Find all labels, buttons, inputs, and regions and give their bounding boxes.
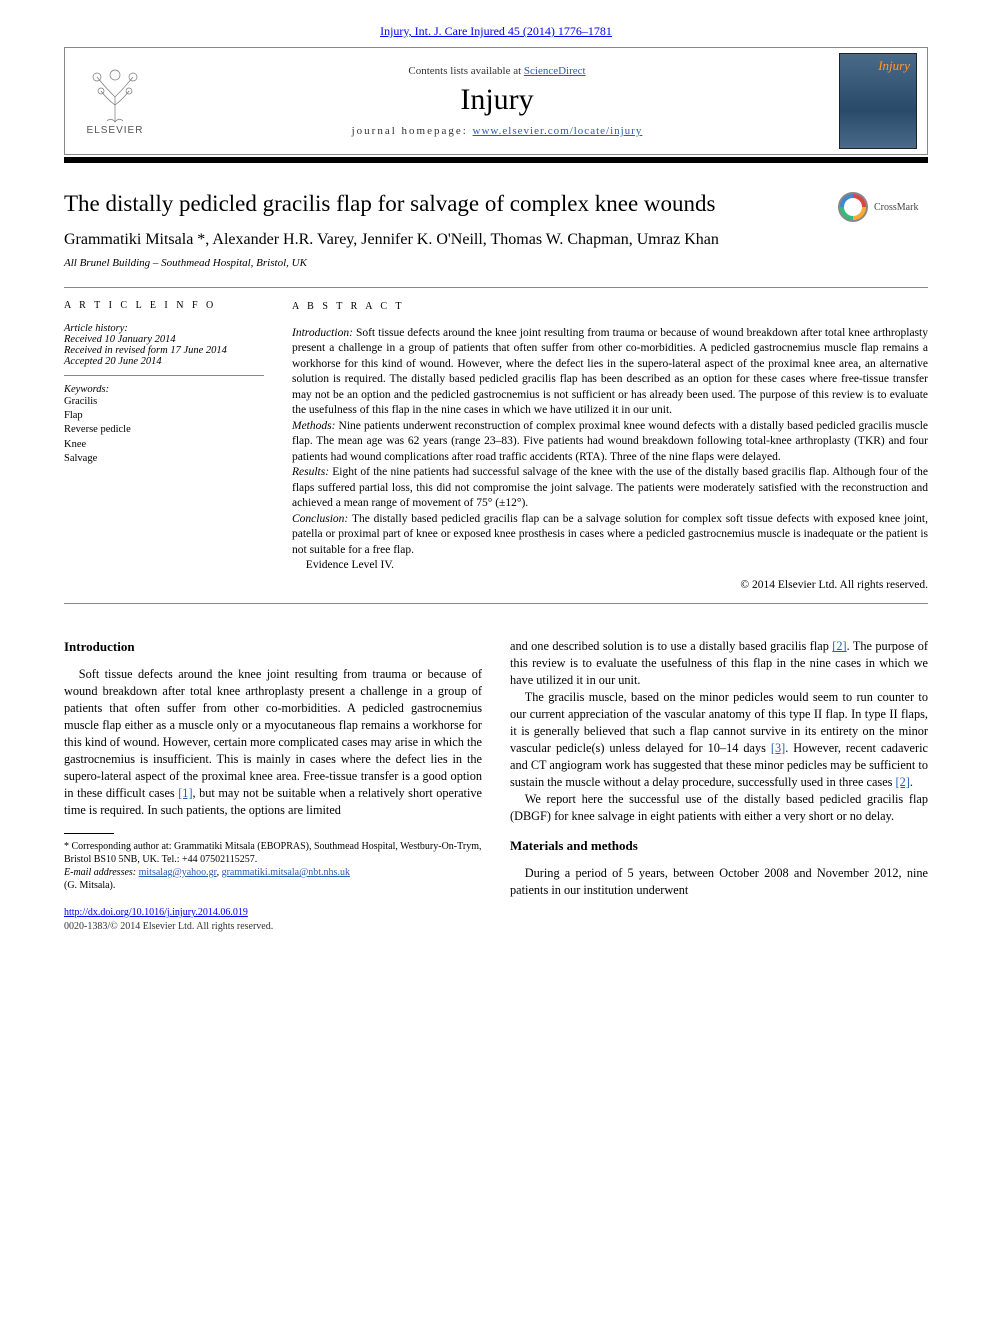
heading-introduction: Introduction [64, 638, 482, 656]
abstract-methods-label: Methods: [292, 420, 339, 432]
article-history: Article history: Received 10 January 201… [64, 323, 264, 376]
header-black-bar [64, 157, 928, 163]
article-info-heading: A R T I C L E I N F O [64, 300, 264, 311]
body-col-right: and one described solution is to use a d… [510, 638, 928, 933]
page: Injury, Int. J. Care Injured 45 (2014) 1… [0, 0, 992, 974]
footnote-email-1[interactable]: mitsalag@yahoo.gr [139, 867, 217, 878]
homepage-prefix: journal homepage: [352, 125, 473, 137]
keyword: Salvage [64, 452, 264, 466]
rule-top [64, 287, 928, 288]
keyword: Gracilis [64, 395, 264, 409]
footnote-email-2[interactable]: grammatiki.mitsala@nbt.nhs.uk [222, 867, 350, 878]
journal-header-box: ELSEVIER Contents lists available at Sci… [64, 47, 928, 155]
abstract-evidence: Evidence Level IV. [292, 558, 928, 574]
body-columns: Introduction Soft tissue defects around … [64, 638, 928, 933]
abstract-conclusion-text: The distally based pedicled gracilis fla… [292, 513, 928, 556]
body-col-left: Introduction Soft tissue defects around … [64, 638, 482, 933]
corresponding-author-footnote: * Corresponding author at: Grammatiki Mi… [64, 840, 482, 892]
journal-cover-thumb: Injury [839, 53, 917, 149]
contents-line: Contents lists available at ScienceDirec… [155, 65, 839, 77]
abstract-results-label: Results: [292, 466, 332, 478]
footnote-email-label: E-mail addresses: [64, 867, 139, 878]
heading-materials-methods: Materials and methods [510, 837, 928, 855]
elsevier-label: ELSEVIER [87, 125, 144, 136]
abstract-intro-label: Introduction: [292, 327, 356, 339]
abstract-methods: Methods: Nine patients underwent reconst… [292, 419, 928, 466]
abstract-col: A B S T R A C T Introduction: Soft tissu… [292, 300, 928, 593]
homepage-line: journal homepage: www.elsevier.com/locat… [155, 125, 839, 137]
col2-p2-c: . [910, 775, 913, 789]
col2-p2: The gracilis muscle, based on the minor … [510, 689, 928, 791]
crossmark-icon [838, 192, 868, 222]
col2-p4: During a period of 5 years, between Octo… [510, 865, 928, 899]
issn-copyright: 0020-1383/© 2014 Elsevier Ltd. All right… [64, 920, 482, 934]
rule-bottom [64, 603, 928, 604]
cover-title: Injury [878, 58, 910, 73]
crossmark-badge[interactable]: CrossMark [838, 191, 928, 223]
history-accepted: Accepted 20 June 2014 [64, 356, 264, 367]
col2-p1-a: and one described solution is to use a d… [510, 639, 832, 653]
keyword: Knee [64, 438, 264, 452]
abstract-results-text: Eight of the nine patients had successfu… [292, 466, 928, 509]
elsevier-logo: ELSEVIER [75, 56, 155, 146]
abstract-conclusion-label: Conclusion: [292, 513, 352, 525]
intro-paragraph: Soft tissue defects around the knee join… [64, 666, 482, 819]
keywords-list: Gracilis Flap Reverse pedicle Knee Salva… [64, 395, 264, 466]
footnote-address: * Corresponding author at: Grammatiki Mi… [64, 840, 482, 866]
abstract-methods-text: Nine patients underwent reconstruction o… [292, 420, 928, 463]
elsevier-tree-icon [85, 67, 145, 123]
author-list: Grammatiki Mitsala *, Alexander H.R. Var… [64, 231, 928, 249]
col2-p1: and one described solution is to use a d… [510, 638, 928, 689]
history-received: Received 10 January 2014 [64, 334, 264, 345]
history-label: Article history: [64, 323, 264, 334]
footnote-email-line: E-mail addresses: mitsalag@yahoo.gr, gra… [64, 866, 482, 879]
keyword: Flap [64, 409, 264, 423]
abstract-intro: Introduction: Soft tissue defects around… [292, 326, 928, 419]
contents-prefix: Contents lists available at [408, 65, 523, 77]
ref-link-2[interactable]: [2] [832, 639, 846, 653]
ref-link-1[interactable]: [1] [178, 786, 192, 800]
abstract-copyright: © 2014 Elsevier Ltd. All rights reserved… [292, 578, 928, 594]
journal-page-range: Injury, Int. J. Care Injured 45 (2014) 1… [64, 24, 928, 39]
affiliation: All Brunel Building – Southmead Hospital… [64, 257, 928, 269]
article-info-col: A R T I C L E I N F O Article history: R… [64, 300, 264, 593]
footnote-rule [64, 833, 114, 834]
sciencedirect-link[interactable]: ScienceDirect [524, 65, 586, 77]
ref-link-2b[interactable]: [2] [896, 775, 910, 789]
page-range-link[interactable]: Injury, Int. J. Care Injured 45 (2014) 1… [380, 24, 612, 38]
doi-line: http://dx.doi.org/10.1016/j.injury.2014.… [64, 906, 482, 920]
doi-link[interactable]: http://dx.doi.org/10.1016/j.injury.2014.… [64, 907, 248, 918]
ref-link-3[interactable]: [3] [771, 741, 785, 755]
article-title: The distally pedicled gracilis flap for … [64, 191, 928, 217]
keywords-label: Keywords: [64, 384, 264, 395]
abstract-conclusion: Conclusion: The distally based pedicled … [292, 512, 928, 559]
abstract-intro-text: Soft tissue defects around the knee join… [292, 327, 928, 417]
homepage-link[interactable]: www.elsevier.com/locate/injury [473, 125, 643, 137]
abstract-heading: A B S T R A C T [292, 300, 928, 314]
crossmark-label: CrossMark [874, 202, 918, 213]
intro-text-a: Soft tissue defects around the knee join… [64, 667, 482, 800]
footnote-author: (G. Mitsala). [64, 879, 482, 892]
abstract-results: Results: Eight of the nine patients had … [292, 465, 928, 512]
keyword: Reverse pedicle [64, 423, 264, 437]
history-revised: Received in revised form 17 June 2014 [64, 345, 264, 356]
col2-p3: We report here the successful use of the… [510, 791, 928, 825]
journal-name: Injury [155, 83, 839, 117]
header-center: Contents lists available at ScienceDirec… [155, 65, 839, 137]
meta-abstract-row: A R T I C L E I N F O Article history: R… [64, 300, 928, 593]
